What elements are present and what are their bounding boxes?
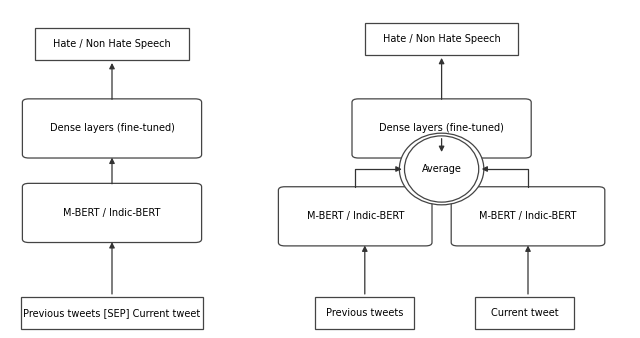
- Text: Dense layers (fine-tuned): Dense layers (fine-tuned): [49, 123, 175, 134]
- Text: Average: Average: [422, 164, 461, 174]
- Text: Hate / Non Hate Speech: Hate / Non Hate Speech: [383, 34, 500, 44]
- FancyBboxPatch shape: [365, 23, 518, 55]
- Text: Previous tweets [SEP] Current tweet: Previous tweets [SEP] Current tweet: [24, 308, 200, 318]
- Text: M-BERT / Indic-BERT: M-BERT / Indic-BERT: [479, 211, 577, 221]
- FancyBboxPatch shape: [352, 99, 531, 158]
- Text: Previous tweets: Previous tweets: [326, 308, 403, 318]
- Text: Hate / Non Hate Speech: Hate / Non Hate Speech: [53, 39, 171, 49]
- FancyBboxPatch shape: [475, 297, 575, 329]
- Text: Current tweet: Current tweet: [491, 308, 559, 318]
- FancyBboxPatch shape: [22, 183, 202, 243]
- FancyBboxPatch shape: [278, 187, 432, 246]
- Text: M-BERT / Indic-BERT: M-BERT / Indic-BERT: [307, 211, 404, 221]
- Text: Dense layers (fine-tuned): Dense layers (fine-tuned): [379, 123, 504, 134]
- FancyBboxPatch shape: [22, 99, 202, 158]
- Text: M-BERT / Indic-BERT: M-BERT / Indic-BERT: [63, 208, 161, 218]
- FancyBboxPatch shape: [315, 297, 415, 329]
- Ellipse shape: [399, 133, 484, 205]
- FancyBboxPatch shape: [451, 187, 605, 246]
- FancyBboxPatch shape: [35, 28, 189, 60]
- FancyBboxPatch shape: [20, 297, 204, 329]
- Ellipse shape: [404, 136, 479, 202]
